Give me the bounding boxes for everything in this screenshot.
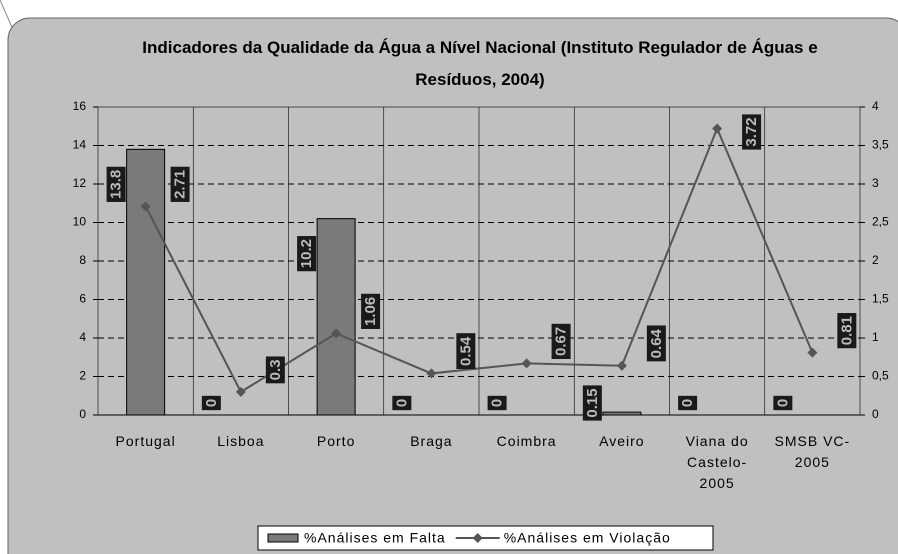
legend: %Análises em Falta %Análises em Violação bbox=[257, 525, 714, 551]
y2-tick-label: 0 bbox=[872, 407, 879, 421]
data-label: 0 bbox=[201, 395, 221, 411]
data-label-text: 1.06 bbox=[362, 297, 379, 326]
marker bbox=[140, 201, 151, 212]
chart-title: Indicadores da Qualidade da Água a Nível… bbox=[142, 38, 818, 89]
y2-tick-label: 2 bbox=[872, 253, 879, 267]
data-label: 0.64 bbox=[646, 325, 666, 362]
y2-tick-label: 1 bbox=[872, 330, 879, 344]
y2-tick-label: 4 bbox=[872, 99, 879, 113]
y-tick-label: 16 bbox=[73, 99, 87, 113]
y-tick-label: 0 bbox=[79, 407, 86, 421]
data-label-text: 0.15 bbox=[584, 388, 601, 417]
y2-tick-label: 2,5 bbox=[872, 215, 889, 229]
data-label-text: 0.81 bbox=[838, 316, 855, 345]
marker bbox=[616, 360, 627, 371]
y2-tick-label: 0,5 bbox=[872, 369, 889, 383]
data-label: 13.8 bbox=[106, 166, 126, 202]
data-label-box bbox=[678, 395, 698, 411]
x-tick-label: Lisboa bbox=[217, 433, 265, 449]
marker bbox=[712, 123, 723, 134]
x-tick-label: Aveiro bbox=[599, 433, 645, 449]
legend-label: %Análises em Violação bbox=[504, 530, 671, 546]
data-label-text: 0 bbox=[489, 399, 506, 407]
x-tick-label: Coimbra bbox=[496, 433, 557, 449]
data-label-text: 0 bbox=[679, 399, 696, 407]
y2-tick-label: 1,5 bbox=[872, 292, 889, 306]
y-tick-label: 6 bbox=[79, 292, 86, 306]
legend-label: %Análises em Falta bbox=[304, 530, 446, 546]
data-label-text: 0.3 bbox=[267, 359, 284, 380]
data-label-text: 13.8 bbox=[108, 170, 125, 199]
marker bbox=[331, 328, 342, 339]
legend-swatch bbox=[267, 533, 299, 543]
x-tick-label: Viana do Castelo-2005 bbox=[685, 433, 749, 491]
bar bbox=[316, 218, 356, 416]
data-label-box bbox=[297, 236, 317, 272]
data-label: 0.81 bbox=[837, 313, 857, 349]
y2-tick-label: 3,5 bbox=[872, 138, 889, 152]
data-label: 0.54 bbox=[456, 333, 476, 370]
marker bbox=[521, 358, 532, 369]
y-tick-label: 2 bbox=[79, 369, 86, 383]
data-label-text: 3.72 bbox=[743, 117, 760, 146]
data-label: 0 bbox=[773, 395, 793, 411]
y-tick-label: 8 bbox=[79, 253, 86, 267]
data-label-box bbox=[201, 395, 221, 411]
data-label-box bbox=[487, 395, 507, 411]
x-tick-label: Porto bbox=[316, 433, 356, 449]
y-tick-label: 14 bbox=[73, 138, 87, 152]
data-label: 0 bbox=[392, 395, 412, 411]
marker bbox=[807, 347, 818, 358]
data-label: 10.2 bbox=[297, 236, 317, 272]
data-label-box bbox=[646, 325, 666, 362]
data-label-box bbox=[551, 323, 571, 360]
x-tick-label: Portugal bbox=[115, 433, 176, 449]
data-label: 0.15 bbox=[582, 385, 602, 421]
data-label: 0.3 bbox=[265, 356, 285, 384]
data-label-box bbox=[170, 166, 190, 202]
y-tick-label: 10 bbox=[73, 215, 87, 229]
data-label: 2.71 bbox=[170, 166, 190, 202]
data-label-box bbox=[837, 313, 857, 349]
data-label-box bbox=[582, 385, 602, 421]
data-label: 1.06 bbox=[361, 293, 381, 329]
data-label-text: 0.54 bbox=[457, 336, 474, 366]
data-label: 0.67 bbox=[551, 323, 571, 360]
data-label-box bbox=[106, 166, 126, 202]
line bbox=[144, 125, 814, 394]
data-label-box bbox=[742, 114, 762, 150]
marker bbox=[235, 386, 246, 397]
legend-marker bbox=[472, 533, 483, 543]
y-tick-label: 4 bbox=[79, 330, 86, 344]
data-label-text: 0.64 bbox=[648, 328, 665, 358]
data-label-box bbox=[456, 333, 476, 370]
bar bbox=[602, 411, 642, 416]
data-label: 0 bbox=[678, 395, 698, 411]
data-label-box bbox=[361, 293, 381, 329]
data-label-box bbox=[265, 356, 285, 384]
x-tick-label: SMSB VC-2005 bbox=[774, 433, 851, 470]
marker bbox=[426, 368, 437, 379]
x-tick-label: Braga bbox=[410, 433, 453, 449]
data-label-box bbox=[392, 395, 412, 411]
data-label-text: 10.2 bbox=[298, 239, 315, 268]
data-label-text: 0.67 bbox=[553, 327, 570, 356]
data-label-text: 2.71 bbox=[172, 170, 189, 199]
y2-tick-label: 3 bbox=[872, 176, 879, 190]
data-label: 3.72 bbox=[742, 114, 762, 150]
bar bbox=[126, 148, 166, 416]
data-label-box bbox=[773, 395, 793, 411]
data-label-text: 0 bbox=[393, 399, 410, 407]
y-tick-label: 12 bbox=[73, 176, 87, 190]
data-label-text: 0 bbox=[774, 399, 791, 407]
data-label-text: 0 bbox=[203, 399, 220, 407]
data-label: 0 bbox=[487, 395, 507, 411]
